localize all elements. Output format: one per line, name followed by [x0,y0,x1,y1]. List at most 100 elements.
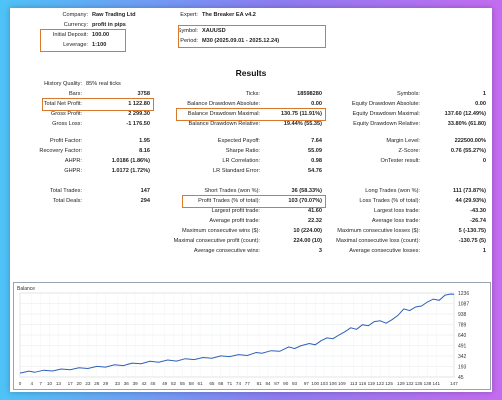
period-label: Period: [180,38,198,44]
x-tick-label: 58 [189,381,195,386]
profit-factor-value: 1.95 [139,138,150,144]
bars-value: 3758 [137,91,150,97]
loss-trades-label: Loss Trades (% of total): [359,198,420,204]
long-trades-value: 111 (73.87%) [453,188,486,194]
ghpr-value: 1.0172 (1.72%) [111,168,150,174]
total-deals-label: Total Deals: [52,198,82,204]
max-cons-losses-value: 5 (-130.75) [458,228,486,234]
avg-loss-value: -26.74 [470,218,486,224]
avg-cons-losses-value: 1 [482,248,486,254]
avg-cons-wins-label: Average consecutive wins: [193,248,260,254]
deposit-leverage-highlight [40,29,126,52]
eq-dd-rel-value: 33.80% (61.80) [447,121,486,127]
report-panel: Company: Raw Trading Ltd Currency: profi… [10,8,492,392]
loss-trades-value: 44 (29.93%) [455,198,486,204]
eq-dd-abs-value: 0.00 [475,101,486,107]
total-net-profit-label: Total Net Profit: [43,101,82,107]
max-cons-wins-value: 10 (224.00) [293,228,322,234]
x-tick-label: 90 [283,381,289,386]
expert-value: The Breaker EA v4.2 [202,12,256,18]
ghpr-label: GHPR: [64,168,82,174]
company-value: Raw Trading Ltd [92,12,136,18]
x-tick-label: 113 [350,381,358,386]
lr-std-value: 54.76 [308,168,322,174]
bal-dd-abs-value: 0.00 [311,101,322,107]
x-tick-label: 7 [39,381,42,386]
x-tick-label: 135 [415,381,423,386]
x-tick-label: 68 [218,381,224,386]
x-tick-label: 4 [31,381,34,386]
profit-trades-highlight [182,195,326,208]
gross-profit-value: 2 299.30 [128,111,150,117]
avg-loss-label: Average loss trade: [371,218,420,224]
x-tick-label: 97 [304,381,310,386]
ahpr-value: 1.0186 (1.86%) [111,158,150,164]
maximal-cons-profit-label: Maximal consecutive profit (count): [173,238,260,244]
short-trades-label: Short Trades (won %): [204,188,260,194]
x-tick-label: 17 [68,381,74,386]
avg-cons-wins-value: 3 [318,248,322,254]
results-title: Results [235,68,267,78]
x-tick-label: 49 [162,381,168,386]
total-trades-label: Total Trades: [49,188,82,194]
bars-label: Bars: [68,91,82,97]
x-tick-label: 132 [406,381,414,386]
x-tick-label: 10 [47,381,53,386]
eq-dd-max-value: 137.60 (12.49%) [444,111,486,117]
x-tick-label: 13 [56,381,62,386]
eq-dd-max-label: Equity Drawdown Maximal: [352,111,420,117]
balance-line [19,293,455,374]
gross-loss-value: -1 176.50 [126,121,150,127]
x-tick-label: 147 [450,381,458,386]
currency-value: profit in pips [92,22,126,28]
x-tick-label: 122 [376,381,384,386]
avg-profit-value: 22.32 [308,218,322,224]
symbol-period-highlight [178,25,326,48]
gross-loss-label: Gross Loss: [52,121,82,127]
recovery-factor-value: 8.16 [139,148,150,154]
y-tick-label: 938 [458,312,467,318]
avg-cons-losses-label: Average consecutive losses: [349,248,420,254]
y-tick-label: 342 [458,354,467,360]
balance-drawdown-highlight [176,108,326,121]
initial-deposit-value: 100.00 [92,32,110,38]
x-tick-label: 141 [432,381,440,386]
x-tick-label: 81 [257,381,263,386]
symbols-label: Symbols: [396,91,420,97]
ticks-label: Ticks: [245,91,260,97]
x-tick-label: 42 [141,381,147,386]
x-tick-label: 29 [103,381,109,386]
margin-level-value: 222500.00% [454,138,486,144]
history-quality-value: 85% real ticks [86,81,121,87]
bal-dd-abs-label: Balance Drawdown Absolute: [187,101,260,107]
max-cons-losses-label: Maximum consecutive losses ($): [337,228,420,234]
currency-label: Currency: [63,22,88,28]
symbol-label: Symbol: [177,28,198,34]
x-tick-label: 33 [115,381,121,386]
x-tick-label: 109 [338,381,346,386]
x-tick-label: 125 [385,381,393,386]
x-tick-label: 129 [397,381,405,386]
x-tick-label: 20 [76,381,82,386]
x-tick-label: 100 [311,381,319,386]
total-net-profit-value: 1 122.80 [128,101,150,107]
largest-profit-value: 41.60 [308,208,322,214]
x-tick-label: 74 [236,381,242,386]
sharpe-label: Sharpe Ratio: [225,148,260,154]
leverage-label: Leverage: [63,42,88,48]
expected-payoff-value: 7.64 [311,138,322,144]
ontester-label: OnTester result: [380,158,420,164]
balance-chart: Balance 1236 1087 938 789 640 491 342 193 45 0 4 7 1… [13,282,491,390]
ontester-value: 0 [482,158,486,164]
x-tick-label: 36 [124,381,130,386]
leverage-value: 1:100 [92,42,107,48]
total-trades-value: 147 [140,188,150,194]
x-tick-label: 65 [209,381,215,386]
x-tick-label: 0 [19,381,22,386]
expected-payoff-label: Expected Payoff: [217,138,260,144]
largest-loss-value: -43.30 [470,208,486,214]
total-deals-value: 294 [140,198,150,204]
long-trades-label: Long Trades (won %): [365,188,420,194]
x-tick-label: 23 [85,381,91,386]
